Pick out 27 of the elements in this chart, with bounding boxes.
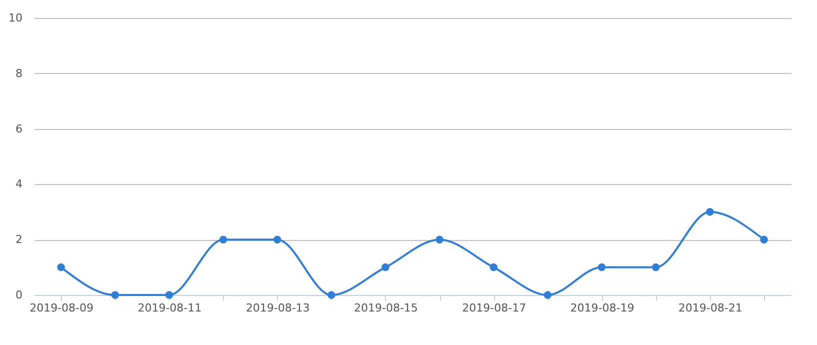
y-tick-label: 10 [8, 12, 22, 24]
point [436, 236, 444, 244]
x-tick-label: 2019-08-09 [30, 302, 94, 314]
x-tick-label: 2019-08-17 [462, 302, 526, 314]
point [760, 236, 768, 244]
y-tick-label: 4 [16, 178, 22, 191]
y-tick-label: 6 [16, 122, 22, 136]
point [652, 263, 660, 272]
point [544, 291, 552, 299]
y-tick-label: 0 [16, 288, 22, 302]
point [328, 291, 336, 299]
point [598, 263, 606, 272]
x-tick-label: 2019-08-13 [246, 302, 310, 314]
point [490, 263, 498, 272]
x-tick-label: 2019-08-11 [138, 302, 202, 314]
x-tick-label: 2019-08-21 [678, 302, 742, 314]
x-tick-label: 2019-08-15 [354, 302, 418, 314]
point [273, 236, 282, 244]
y-tick-label: 8 [16, 66, 22, 80]
point [165, 291, 174, 299]
point [57, 263, 65, 272]
point [706, 208, 714, 216]
x-tick-label: 2019-08-19 [570, 302, 634, 314]
y-tick-label: 2 [16, 233, 22, 246]
point [219, 236, 228, 244]
point [111, 291, 119, 299]
point [382, 263, 390, 272]
